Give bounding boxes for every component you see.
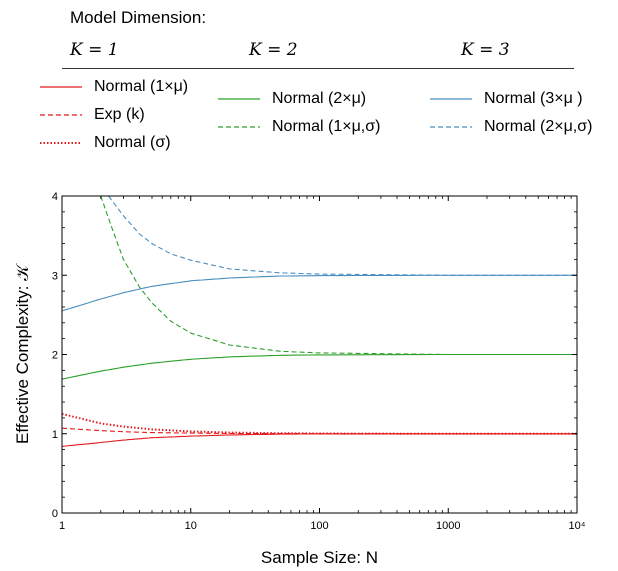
y-tick-label: 2 <box>52 350 58 362</box>
legend-item-label: Normal (1×μ,σ) <box>272 118 381 135</box>
legend-item: Normal (1×μ) <box>40 76 188 98</box>
chart: 0 1 2 3 4 1 10 100 1000 10⁴ Sample Size: N Effectiv… <box>0 180 618 571</box>
series-line <box>62 274 577 312</box>
legend-divider <box>62 68 574 69</box>
series-line <box>62 412 577 435</box>
legend-item-label: Normal (3×μ ) <box>484 90 583 107</box>
legend-item: Normal (3×μ ) <box>430 88 583 110</box>
legend-item-label: Normal (2×μ,σ) <box>484 118 593 135</box>
x-tick-label: 1000 <box>436 520 460 532</box>
legend-header-k2: K = 2 <box>249 40 298 60</box>
series-line <box>108 196 577 276</box>
y-axis-title: Effective Complexity: 𝒦 <box>13 263 32 444</box>
legend-item-label: Normal (σ) <box>94 134 171 151</box>
series-group <box>62 196 577 447</box>
x-tick-label: 100 <box>310 520 328 532</box>
legend-line-swatch <box>218 126 260 128</box>
legend-line-swatch <box>430 126 472 128</box>
x-tick-label: 10⁴ <box>569 520 586 532</box>
legend-item-label: Normal (1×μ) <box>94 78 189 95</box>
series-line <box>62 353 577 380</box>
legend-line-swatch <box>430 98 472 100</box>
legend-line-swatch <box>40 114 82 116</box>
x-tick-label: 1 <box>59 520 65 532</box>
legend-line-swatch <box>40 142 82 144</box>
legend-item: Normal (1×μ,σ) <box>218 116 380 138</box>
legend-item: Exp (k) <box>40 104 145 126</box>
legend-item-label: Exp (k) <box>94 106 145 123</box>
legend-line-swatch <box>218 98 260 100</box>
legend-item-label: Normal (2×μ) <box>272 90 367 107</box>
y-tick-label: 4 <box>52 191 58 203</box>
x-axis-title: Sample Size: N <box>261 548 378 567</box>
y-tick-label: 3 <box>52 270 58 282</box>
series-line <box>100 196 577 356</box>
series-line <box>62 427 577 435</box>
legend-item: Normal (2×μ,σ) <box>430 116 592 138</box>
legend-line-swatch <box>40 86 82 88</box>
legend: Model Dimension: K = 1 K = 2 K = 3 Norma… <box>0 0 618 180</box>
x-tick-label: 10 <box>185 520 197 532</box>
y-tick-label: 1 <box>52 429 58 441</box>
legend-item: Normal (2×μ) <box>218 88 366 110</box>
y-tick-label: 0 <box>52 508 58 520</box>
series-line <box>62 433 577 447</box>
legend-header-k3: K = 3 <box>461 40 510 60</box>
legend-header-k1: K = 1 <box>70 40 119 60</box>
legend-title: Model Dimension: <box>70 8 207 27</box>
legend-item: Normal (σ) <box>40 132 171 154</box>
